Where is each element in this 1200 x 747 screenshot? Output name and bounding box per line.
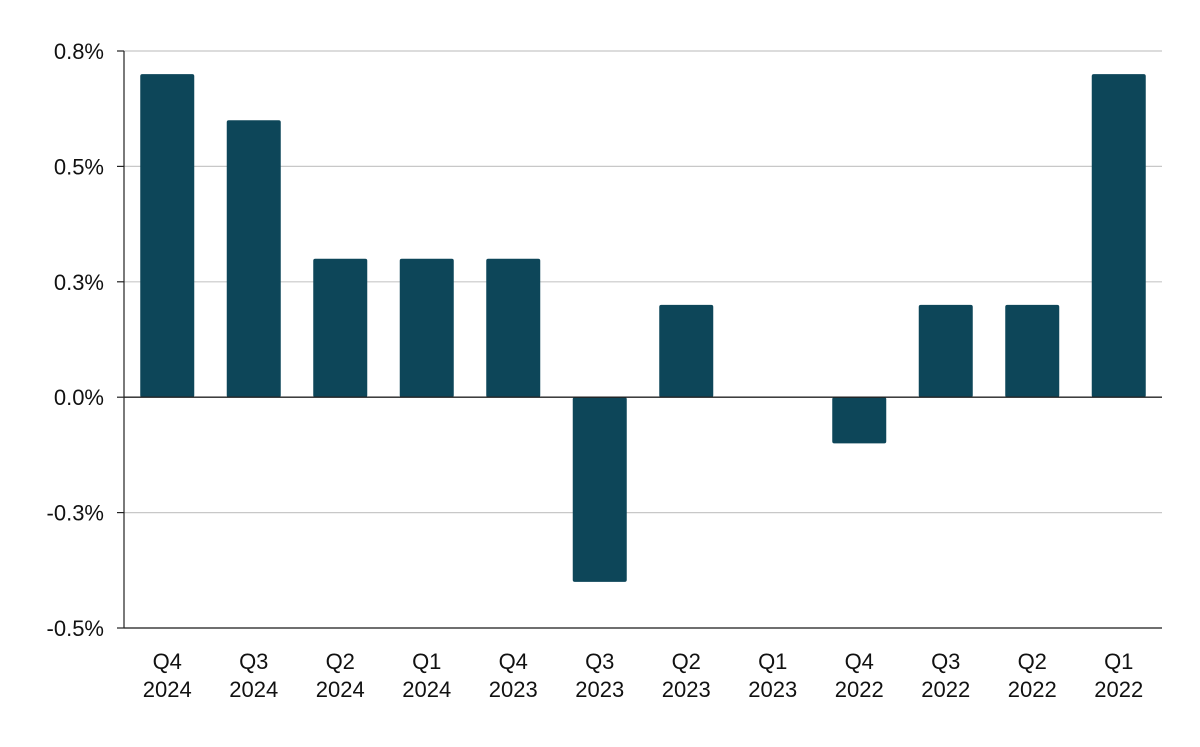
y-tick-label: 0.5% <box>54 154 104 179</box>
x-tick-label-year: 2024 <box>402 677 451 702</box>
x-tick-label-quarter: Q4 <box>499 649 528 674</box>
x-tick-label-year: 2022 <box>835 677 884 702</box>
y-tick-label: 0.3% <box>54 270 104 295</box>
x-tick-label-year: 2024 <box>143 677 192 702</box>
bar <box>486 258 541 398</box>
x-tick-label-year: 2023 <box>575 677 624 702</box>
bar <box>918 304 973 398</box>
y-tick-label: -0.5% <box>47 616 104 641</box>
bar <box>140 74 195 398</box>
y-tick-label: 0.0% <box>54 385 104 410</box>
x-tick-label-year: 2024 <box>229 677 278 702</box>
y-tick-label: -0.3% <box>47 501 104 526</box>
x-tick-label-year: 2022 <box>921 677 970 702</box>
x-tick-label-year: 2022 <box>1094 677 1143 702</box>
x-tick-label-quarter: Q1 <box>1104 649 1133 674</box>
y-tick-label: 0.8% <box>54 39 104 64</box>
bar <box>1091 74 1146 398</box>
x-tick-label-year: 2022 <box>1008 677 1057 702</box>
x-tick-label-quarter: Q2 <box>1018 649 1047 674</box>
x-tick-label-year: 2023 <box>489 677 538 702</box>
x-tick-label-year: 2023 <box>748 677 797 702</box>
x-tick-label-quarter: Q1 <box>758 649 787 674</box>
bar <box>399 258 454 398</box>
bar <box>659 304 714 398</box>
bar <box>1005 304 1060 398</box>
x-tick-label-quarter: Q2 <box>672 649 701 674</box>
x-tick-label-quarter: Q1 <box>412 649 441 674</box>
x-tick-label-quarter: Q2 <box>326 649 355 674</box>
x-tick-label-quarter: Q3 <box>931 649 960 674</box>
x-tick-label-year: 2024 <box>316 677 365 702</box>
x-tick-label-year: 2023 <box>662 677 711 702</box>
bar <box>226 120 281 398</box>
bar <box>313 258 368 398</box>
x-tick-label-quarter: Q4 <box>845 649 874 674</box>
bar <box>832 397 887 444</box>
bar <box>572 397 627 582</box>
x-tick-label-quarter: Q3 <box>239 649 268 674</box>
x-tick-label-quarter: Q3 <box>585 649 614 674</box>
x-tick-label-quarter: Q4 <box>153 649 182 674</box>
